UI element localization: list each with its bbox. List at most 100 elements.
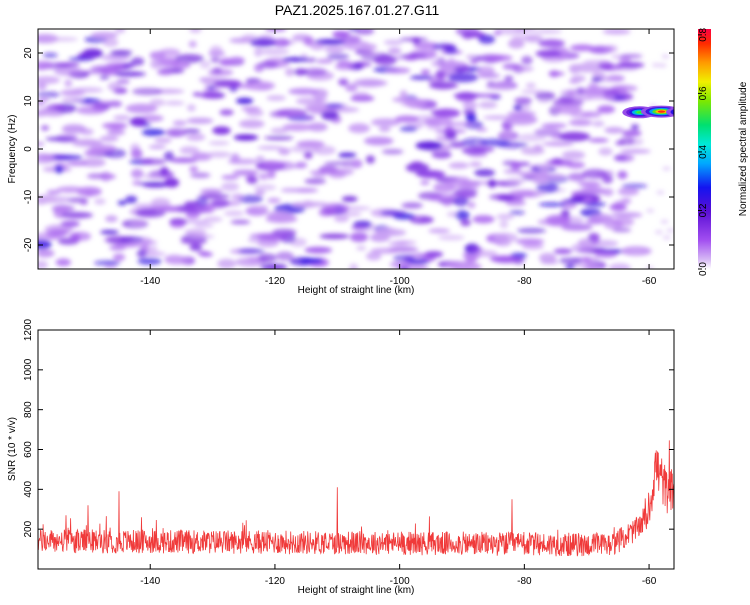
spectrogram-noise-blob xyxy=(81,70,111,74)
y-tick-label: 10 xyxy=(23,95,34,107)
spectrogram-noise-blob xyxy=(510,161,520,171)
spectrogram-noise-blob xyxy=(234,134,259,140)
spectrogram-noise-blob xyxy=(285,68,294,76)
x-tick-label: -80 xyxy=(517,576,532,587)
spectrogram-noise-blob xyxy=(538,39,565,47)
spectrogram-noise-blob xyxy=(132,88,163,96)
spectrogram-noise-blob xyxy=(443,201,452,206)
spectrogram-noise-blob xyxy=(617,62,644,68)
spectrogram-noise-blob xyxy=(304,116,315,121)
spectrogram-noise-blob xyxy=(503,63,521,70)
spectrogram-noise-blob xyxy=(210,56,220,63)
spectrogram-noise-blob xyxy=(379,126,391,132)
signal-point xyxy=(710,114,738,126)
spectrogram-noise-blob xyxy=(125,196,137,204)
spectrogram-noise-blob xyxy=(154,138,172,144)
spectrogram-noise-blob xyxy=(566,91,576,96)
spectrogram-noise-blob xyxy=(266,211,289,218)
spectrogram-noise-blob xyxy=(591,235,599,244)
spectrogram-noise-blob xyxy=(68,197,88,203)
spectrogram-noise-blob xyxy=(521,56,532,65)
spectrogram-noise-blob xyxy=(357,80,387,87)
spectrogram-noise-blob xyxy=(94,260,121,265)
spectrogram-noise-blob xyxy=(325,45,344,54)
snr-x-axis-label: Height of straight line (km) xyxy=(298,585,415,596)
spectrogram-noise-blob xyxy=(366,155,375,164)
signal-contour xyxy=(720,119,729,123)
spectrogram-noise-blob xyxy=(537,219,563,225)
spectrogram-noise-blob xyxy=(288,88,319,95)
spectrogram-noise-blob xyxy=(500,220,509,229)
spectrogram-noise-blob xyxy=(410,75,433,80)
spectrogram-noise-blob xyxy=(49,37,78,42)
spectrogram-noise-blob xyxy=(64,79,72,87)
spectrogram-noise-blob xyxy=(80,128,93,135)
spectrogram-noise-blob xyxy=(137,249,147,258)
spectrogram-noise-blob xyxy=(56,62,80,67)
spectrogram-noise-blob xyxy=(184,201,200,206)
spectrogram-noise-blob xyxy=(207,86,215,90)
spectrogram-noise-blob xyxy=(479,101,498,108)
spectrogram-noise-blob xyxy=(622,130,642,137)
spectrogram-noise-blob xyxy=(189,235,215,239)
spectrogram-noise-blob xyxy=(438,235,464,241)
spectrogram-noise-blob xyxy=(488,179,497,187)
signal-contour xyxy=(680,110,692,114)
spectrogram-noise-blob xyxy=(84,150,97,157)
spectrogram-noise-blob xyxy=(380,210,406,215)
spectrogram-noise-blob xyxy=(100,136,119,142)
spectrogram-noise-blob xyxy=(299,258,323,264)
spectrogram-noise-blob xyxy=(663,167,671,171)
spectrogram-noise-blob xyxy=(255,190,265,195)
spectrogram-noise-blob xyxy=(142,129,166,136)
spectrogram-noise-blob xyxy=(258,253,277,262)
spectrogram-noise-blob xyxy=(400,126,418,131)
spectrogram-noise-blob xyxy=(431,60,440,67)
spectrogram-noise-blob xyxy=(189,41,197,48)
spectrogram-noise-blob xyxy=(149,145,167,149)
spectrogram-noise-blob xyxy=(239,120,265,129)
spectrogram-noise-blob xyxy=(584,202,607,206)
spectrogram-noise-blob xyxy=(164,151,174,160)
spectrogram-noise-blob xyxy=(611,218,634,227)
spectrogram-noise-blob xyxy=(271,128,289,134)
spectrogram-noise-blob xyxy=(190,172,211,178)
spectrogram-noise-blob xyxy=(348,123,370,133)
spectrogram-noise-blob xyxy=(536,50,562,58)
spectrogram-noise-blob xyxy=(584,60,610,65)
spectrogram-noise-blob xyxy=(597,105,615,113)
spectrogram-noise-blob xyxy=(462,32,474,40)
spectrogram-noise-blob xyxy=(53,206,69,213)
x-tick-label: -80 xyxy=(517,276,532,287)
spectrogram-noise-blob xyxy=(138,258,162,265)
spectrogram-noise-blob xyxy=(420,180,430,185)
spectrogram-noise-blob xyxy=(71,234,81,242)
snr-panel: -140-120-100-80-60 20040060080010001200 … xyxy=(7,318,674,596)
spectrogram-noise-blob xyxy=(165,256,191,265)
spectrogram-noise-blob xyxy=(210,46,223,55)
spectrogram-noise-blob xyxy=(571,75,586,81)
spectrogram-noise-blob xyxy=(208,141,229,145)
spectrogram-noise-blob xyxy=(150,51,166,59)
spectrogram-noise-blob xyxy=(444,127,454,134)
spectrogram-noise-blob xyxy=(166,128,188,137)
spectrogram-noise-blob xyxy=(296,98,324,105)
spectrogram-noise-blob xyxy=(412,37,420,44)
spectrogram-noise-blob xyxy=(304,178,326,184)
spectrogram-noise-blob xyxy=(238,248,265,254)
spectrogram-noise-blob xyxy=(605,94,616,100)
spectrogram-noise-blob xyxy=(580,187,607,194)
spectrogram-noise-blob xyxy=(592,121,604,127)
spectrogram-noise-blob xyxy=(584,197,593,203)
spectrogram-noise-blob xyxy=(652,63,660,67)
spectrogram-noise-blob xyxy=(619,137,635,146)
spectrogram-noise-blob xyxy=(116,79,129,85)
spectrogram-noise-blob xyxy=(304,152,313,159)
spectrogram-noise-blob xyxy=(463,101,478,109)
spectrogram-noise-blob xyxy=(220,109,234,115)
spectrogram-noise-blob xyxy=(31,61,54,70)
spectrogram-noise-blob xyxy=(186,118,213,124)
spectrogram-noise-blob xyxy=(400,54,427,58)
spectrogram-noise-blob xyxy=(338,79,348,85)
spectrogram-noise-blob xyxy=(143,173,161,179)
